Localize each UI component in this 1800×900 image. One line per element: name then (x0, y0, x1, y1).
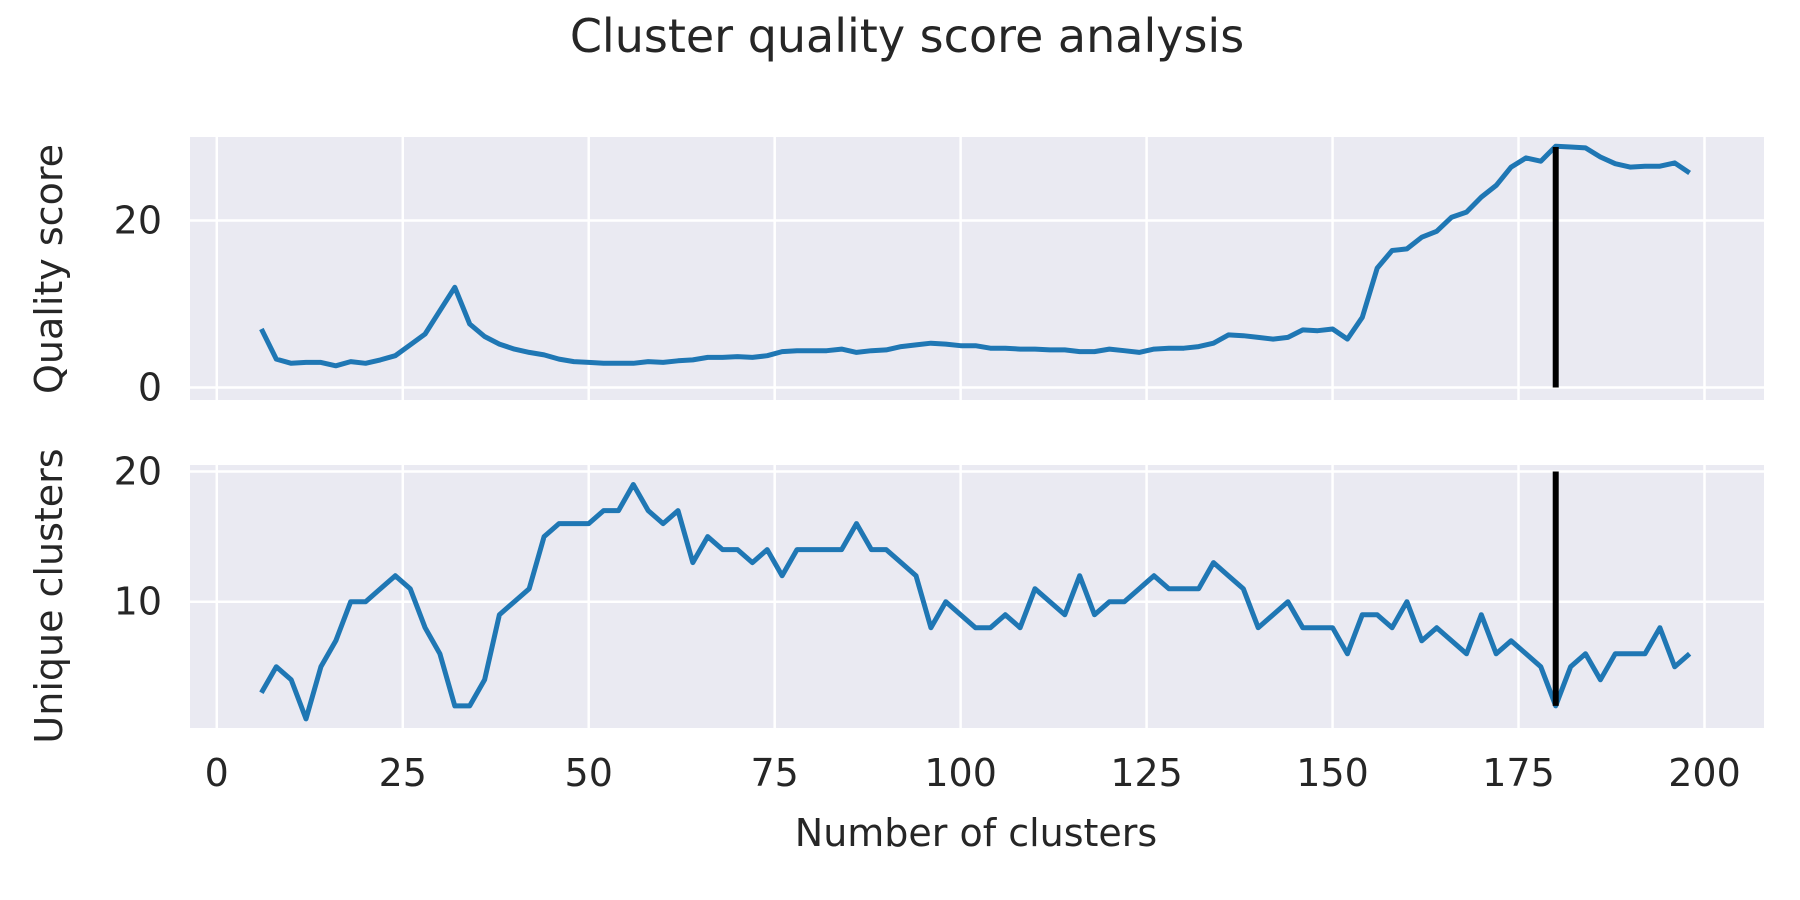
quality-score-y-tick-label: 20 (114, 198, 162, 242)
chart-title: Cluster quality score analysis (570, 9, 1244, 63)
x-tick-label: 25 (379, 751, 427, 795)
unique-clusters-series-line (259, 482, 1692, 722)
x-tick-label: 100 (924, 751, 997, 795)
quality-score-panel: 0 20 Quality score (27, 137, 1764, 409)
unique-clusters-y-tick-label: 20 (114, 450, 162, 494)
quality-score-series-line (259, 143, 1691, 369)
x-tick-label: 0 (205, 751, 229, 795)
unique-clusters-plot-area (190, 465, 1764, 728)
x-tick-label: 200 (1668, 751, 1741, 795)
x-tick-label: 125 (1110, 751, 1183, 795)
x-tick-label: 50 (565, 751, 613, 795)
x-axis-label: Number of clusters (795, 811, 1157, 855)
x-tick-label: 75 (750, 751, 798, 795)
quality-score-y-tick-label: 0 (138, 365, 162, 409)
x-tick-label: 175 (1482, 751, 1555, 795)
x-tick-label: 150 (1296, 751, 1369, 795)
quality-score-plot-area (190, 137, 1764, 400)
quality-score-y-axis-label: Quality score (27, 144, 71, 394)
unique-clusters-y-axis-label: Unique clusters (27, 448, 71, 743)
unique-clusters-y-tick-label: 10 (114, 580, 162, 624)
